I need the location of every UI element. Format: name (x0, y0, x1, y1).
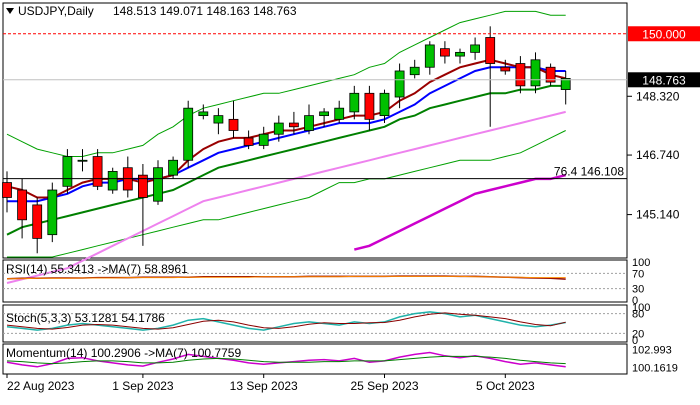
resistance-label: 150.000 (642, 27, 686, 41)
date-tick-label: 1 Sep 2023 (112, 379, 174, 393)
current-price-label: 148.763 (642, 73, 686, 87)
bear-candle (243, 137, 254, 146)
chart-header: USDJPY,Daily 148.513 149.071 148.163 148… (6, 4, 297, 18)
collapse-triangle-icon (6, 8, 14, 14)
bear-candle (92, 156, 103, 187)
bear-candle (137, 174, 148, 198)
price-tick-label: 145.140 (636, 208, 680, 222)
magenta-ma-line (353, 173, 567, 251)
bear-candle (485, 37, 496, 64)
rsi-level-label: 100 (632, 257, 650, 269)
pink-ma-line (6, 110, 566, 284)
bull-candle (213, 115, 224, 124)
bull-candle (379, 92, 390, 117)
stoch-level-label: 80 (632, 309, 644, 321)
stoch-series-1-line (6, 312, 566, 330)
ohlc-label: 148.513 149.071 148.163 148.763 (113, 4, 297, 18)
stoch-label: Stoch(5,3,3) 53.1281 54.1786 (6, 311, 165, 325)
bull-candle (455, 51, 465, 57)
resistance-label-box (628, 26, 700, 42)
bull-candle (394, 70, 405, 98)
momentum-panel (2, 343, 628, 375)
bull-candle (319, 111, 330, 117)
momentum-series-1-line (6, 355, 566, 365)
fib-level-label: 76.4 146.108 (554, 165, 624, 179)
main-panel (2, 2, 628, 259)
envelope-bands (6, 10, 566, 258)
bear-candle (500, 66, 511, 72)
bull-candle (470, 44, 481, 53)
bull-candle (107, 171, 118, 191)
bull-candle (62, 156, 73, 187)
stoch-level-label: 100 (632, 302, 650, 314)
bull-candle (424, 44, 435, 68)
rsi-level-label: 70 (632, 268, 644, 280)
stoch-level-label: 0 (632, 335, 638, 347)
rsi-series-1-line (7, 275, 566, 280)
bear-candle (364, 92, 375, 120)
bull-candle (198, 111, 209, 117)
symbol-label: USDJPY,Daily (18, 4, 94, 18)
momentum-level-label: 100.1619 (632, 363, 678, 375)
bear-candle (515, 63, 526, 87)
bull-candle (560, 78, 571, 90)
bull-candle (409, 66, 420, 76)
date-tick-label: 5 Oct 2023 (476, 379, 535, 393)
rsi-level-label: 30 (632, 284, 644, 296)
bull-candle (273, 122, 284, 135)
price-tick-label: 148.320 (636, 89, 680, 103)
price-axis: 148.320 146.740 145.140 (627, 89, 680, 222)
date-tick-label: 22 Aug 2023 (7, 379, 75, 393)
stoch-lines (6, 311, 566, 331)
bull-candle (183, 107, 194, 161)
candles (2, 26, 571, 254)
momentum-lines (6, 351, 566, 368)
bear-candle (545, 66, 556, 83)
bear-candle (17, 189, 28, 221)
bull-candle (334, 107, 345, 120)
current-price-box (628, 72, 700, 88)
bear-candle (288, 122, 299, 128)
bear-candle (32, 204, 43, 239)
momentum-levels: 102.993 100.1619 (632, 344, 678, 374)
upper-band-line (6, 10, 566, 157)
lower-band-line (7, 130, 566, 258)
bear-candle (2, 182, 12, 198)
date-axis: 22 Aug 2023 1 Sep 2023 13 Sep 2023 25 Sep 2… (6, 374, 535, 393)
date-tick-label: 13 Sep 2023 (230, 379, 298, 393)
bull-candle (258, 133, 269, 146)
bull-candle (47, 189, 58, 236)
bull-candle (77, 159, 88, 162)
price-tick-label: 146.740 (636, 148, 680, 162)
rsi-lines (6, 275, 566, 280)
green-ma-line (6, 84, 566, 236)
bull-candle (530, 59, 541, 87)
bull-candle (349, 92, 360, 113)
momentum-label: Momentum(14) 100.2906 ->MA(7) 100.7759 (6, 346, 241, 360)
date-tick-label: 25 Sep 2023 (350, 379, 418, 393)
bull-candle (168, 159, 179, 176)
bull-candle (304, 115, 314, 131)
bear-candle (228, 118, 239, 131)
rsi-label: RSI(14) 55.3413 ->MA(7) 58.8961 (6, 262, 188, 276)
rsi-level-label: 0 (632, 295, 638, 307)
bull-candle (153, 167, 163, 202)
rsi-panel (2, 259, 628, 303)
momentum-level-label: 102.993 (632, 344, 672, 356)
bear-candle (439, 48, 450, 57)
stoch-level-label: 20 (632, 328, 644, 340)
